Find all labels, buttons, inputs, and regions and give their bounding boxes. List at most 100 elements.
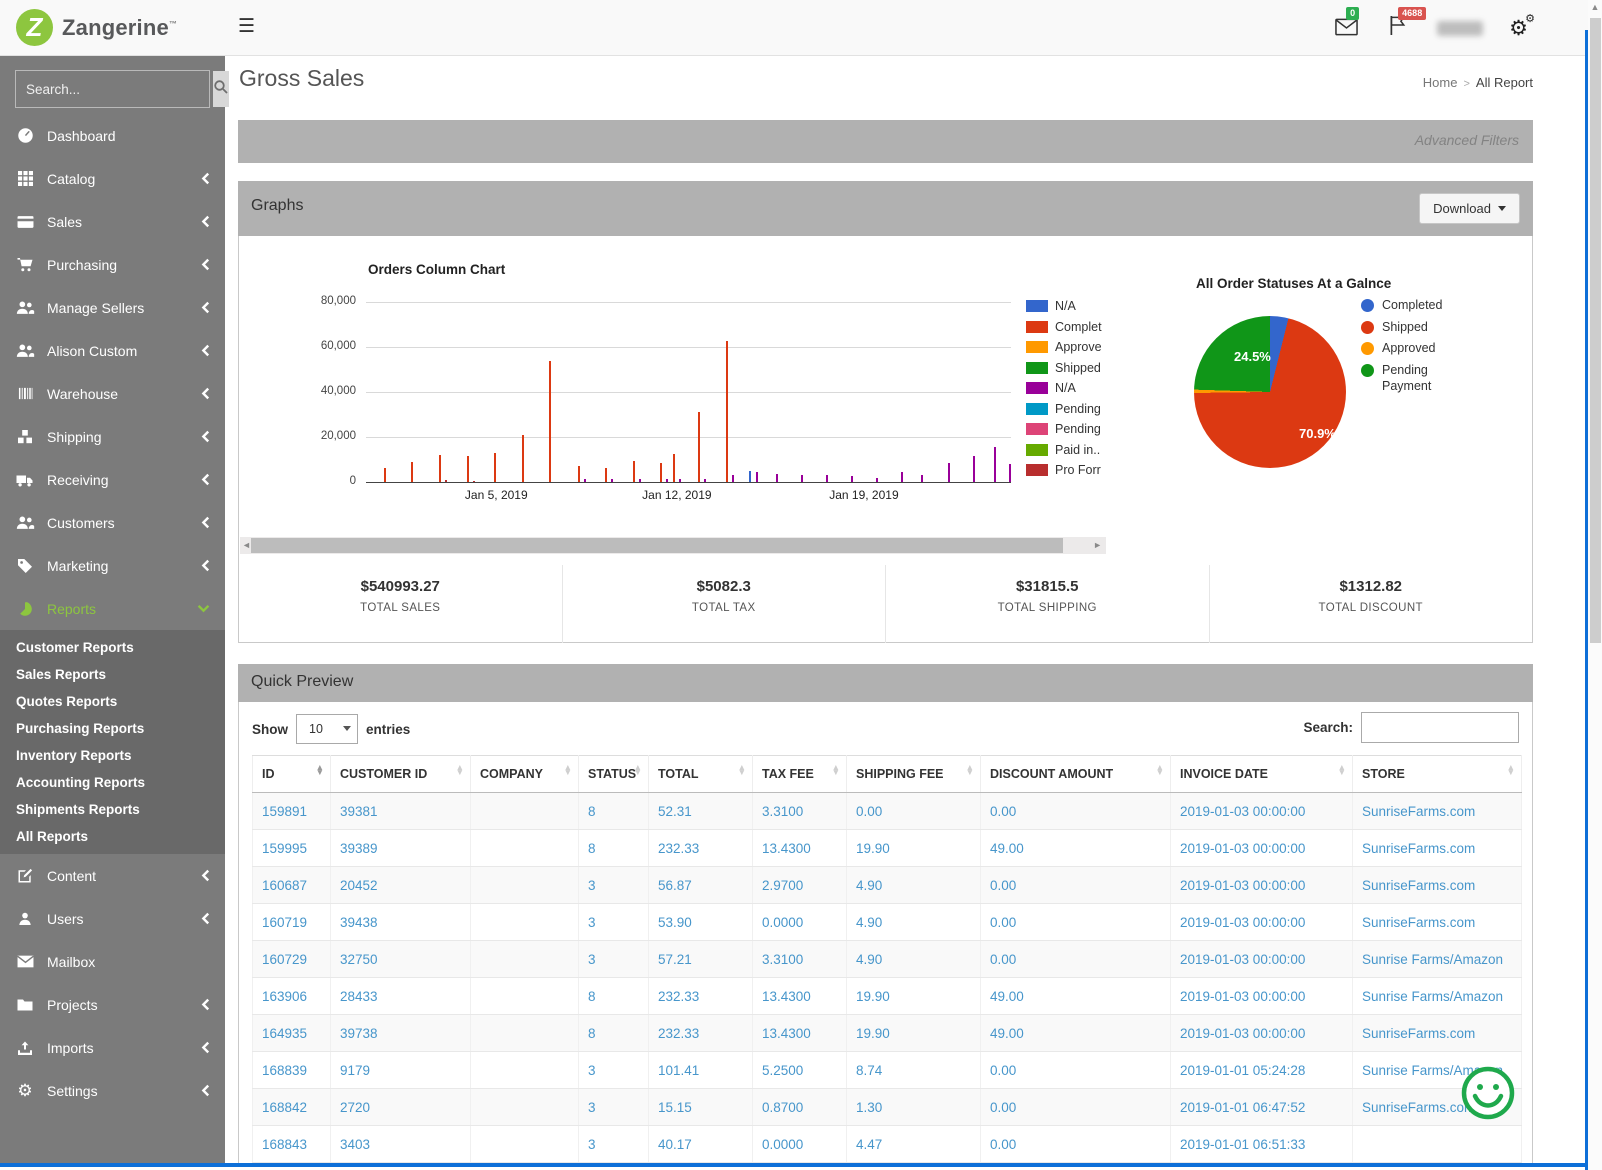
sidebar-item-label: Alison Custom <box>47 342 138 359</box>
sidebar-item-warehouse[interactable]: Warehouse <box>0 372 225 415</box>
column-bar[interactable] <box>673 454 676 482</box>
column-header-status[interactable]: STATUS ▲ ▼ <box>578 755 649 793</box>
column-bar[interactable] <box>549 360 552 482</box>
column-header-discount-amount[interactable]: DISCOUNT AMOUNT ▲ ▼ <box>980 755 1171 793</box>
sidebar-item-content[interactable]: Content <box>0 854 225 897</box>
sidebar-item-customer-reports[interactable]: Customer Reports <box>16 640 134 655</box>
sidebar-item-alison-custom[interactable]: Alison Custom <box>0 329 225 372</box>
user-menu-blurred-name[interactable] <box>1437 20 1484 36</box>
column-header-company[interactable]: COMPANY ▲ ▼ <box>470 755 579 793</box>
column-bar[interactable] <box>920 475 923 482</box>
column-bar[interactable] <box>756 471 759 482</box>
column-header-store[interactable]: STORE ▲ ▼ <box>1352 755 1522 793</box>
sidebar-item-catalog[interactable]: Catalog <box>0 157 225 200</box>
download-button[interactable]: Download <box>1419 193 1520 224</box>
store-link[interactable]: SunriseFarms.com <box>1352 1014 1522 1052</box>
sidebar-item-inventory-reports[interactable]: Inventory Reports <box>16 748 132 763</box>
column-bar[interactable] <box>749 470 752 482</box>
sidebar-item-projects[interactable]: Projects <box>0 983 225 1026</box>
column-bar[interactable] <box>776 474 779 482</box>
column-header-invoice-date[interactable]: INVOICE DATE ▲ ▼ <box>1170 755 1353 793</box>
hamburger-menu-icon[interactable]: ☰ <box>238 16 256 37</box>
store-link[interactable]: Sunrise Farms/Amazon <box>1352 977 1522 1015</box>
column-bar[interactable] <box>384 468 387 482</box>
column-bar[interactable] <box>633 461 636 482</box>
column-bar[interactable] <box>605 468 608 482</box>
column-bar[interactable] <box>473 480 476 482</box>
column-bar[interactable] <box>994 447 997 482</box>
settings-gears-icon[interactable]: ⚙ ⚙ <box>1509 12 1535 40</box>
column-bar[interactable] <box>1009 464 1012 482</box>
store-link[interactable]: SunriseFarms.com <box>1352 903 1522 941</box>
column-header-total[interactable]: TOTAL ▲ ▼ <box>648 755 753 793</box>
sidebar-item-purchasing[interactable]: Purchasing <box>0 243 225 286</box>
column-bar[interactable] <box>660 463 663 482</box>
imports-icon <box>15 1040 35 1056</box>
sidebar-item-all-reports[interactable]: All Reports <box>16 829 89 844</box>
column-bar[interactable] <box>584 478 586 482</box>
column-bar[interactable] <box>698 412 701 482</box>
column-bar[interactable] <box>947 462 950 482</box>
sidebar-item-users[interactable]: Users <box>0 897 225 940</box>
column-bar[interactable] <box>703 478 706 482</box>
sidebar-item-sales[interactable]: Sales <box>0 200 225 243</box>
sidebar-item-accounting-reports[interactable]: Accounting Reports <box>16 775 146 790</box>
column-bar[interactable] <box>876 477 879 482</box>
column-header-id[interactable]: ID ▲ ▼ <box>252 755 331 793</box>
sidebar-search-input[interactable] <box>16 71 213 107</box>
sidebar-item-shipments-reports[interactable]: Shipments Reports <box>16 802 140 817</box>
sidebar-item-purchasing-reports[interactable]: Purchasing Reports <box>16 721 145 736</box>
sidebar-item-shipping[interactable]: Shipping <box>0 415 225 458</box>
sidebar-item-mailbox[interactable]: Mailbox <box>0 940 225 983</box>
horizontal-scrollbar-thumb[interactable] <box>251 538 1063 553</box>
column-bar[interactable] <box>800 475 803 482</box>
column-bar[interactable] <box>725 341 728 482</box>
breadcrumb-home[interactable]: Home <box>1422 75 1458 90</box>
sidebar-item-marketing[interactable]: Marketing <box>0 544 225 587</box>
sidebar-search-button[interactable] <box>213 71 229 107</box>
column-bar[interactable] <box>411 461 414 482</box>
scroll-left-arrow-icon[interactable]: ◄ <box>242 540 251 550</box>
column-bar[interactable] <box>900 471 903 482</box>
column-header-tax-fee[interactable]: TAX FEE ▲ ▼ <box>752 755 847 793</box>
column-bar[interactable] <box>638 479 641 482</box>
scroll-up-arrow-icon[interactable]: ▲ <box>1590 2 1600 12</box>
sidebar-item-customers[interactable]: Customers <box>0 501 225 544</box>
mail-notifications-button[interactable]: 0 <box>1333 7 1360 41</box>
scroll-right-arrow-icon[interactable]: ► <box>1093 540 1102 550</box>
column-bar[interactable] <box>611 479 614 482</box>
sidebar-item-manage-sellers[interactable]: Manage Sellers <box>0 286 225 329</box>
column-bar[interactable] <box>522 434 525 482</box>
flag-notifications-button[interactable]: 4688 <box>1385 7 1427 41</box>
sidebar-item-receiving[interactable]: Receiving <box>0 458 225 501</box>
column-bar[interactable] <box>467 456 470 482</box>
page-vertical-scrollbar[interactable]: ▲ <box>1588 0 1602 1170</box>
sidebar-item-dashboard[interactable]: Dashboard <box>0 114 225 157</box>
column-bar[interactable] <box>851 476 854 482</box>
table-search-input[interactable] <box>1361 712 1519 743</box>
column-bar[interactable] <box>678 479 681 482</box>
column-bar[interactable] <box>665 478 668 482</box>
store-link[interactable]: SunriseFarms.com <box>1352 829 1522 867</box>
entries-select[interactable]: 10 <box>296 714 358 744</box>
column-bar[interactable] <box>972 456 975 482</box>
column-bar[interactable] <box>444 480 447 482</box>
column-bar[interactable] <box>578 465 581 482</box>
sidebar-item-imports[interactable]: Imports <box>0 1026 225 1069</box>
column-header-shipping-fee[interactable]: SHIPPING FEE ▲ ▼ <box>846 755 981 793</box>
feedback-smiley-widget[interactable] <box>1461 1066 1515 1125</box>
sidebar-item-reports[interactable]: Reports <box>0 587 225 630</box>
column-bar[interactable] <box>493 453 496 482</box>
sidebar-item-quotes-reports[interactable]: Quotes Reports <box>16 694 118 709</box>
store-link[interactable]: SunriseFarms.com <box>1352 866 1522 904</box>
sidebar-item-sales-reports[interactable]: Sales Reports <box>16 667 107 682</box>
sidebar-item-settings[interactable]: ⚙ Settings <box>0 1069 225 1112</box>
column-bar[interactable] <box>731 475 734 482</box>
advanced-filters-bar[interactable]: Advanced Filters <box>238 120 1533 163</box>
column-bar[interactable] <box>825 475 828 482</box>
column-bar[interactable] <box>438 455 441 482</box>
column-header-customer-id[interactable]: CUSTOMER ID ▲ ▼ <box>330 755 471 793</box>
vertical-scrollbar-thumb[interactable] <box>1589 18 1601 643</box>
store-link[interactable]: Sunrise Farms/Amazon <box>1352 940 1522 978</box>
store-link[interactable]: SunriseFarms.com <box>1352 792 1522 830</box>
